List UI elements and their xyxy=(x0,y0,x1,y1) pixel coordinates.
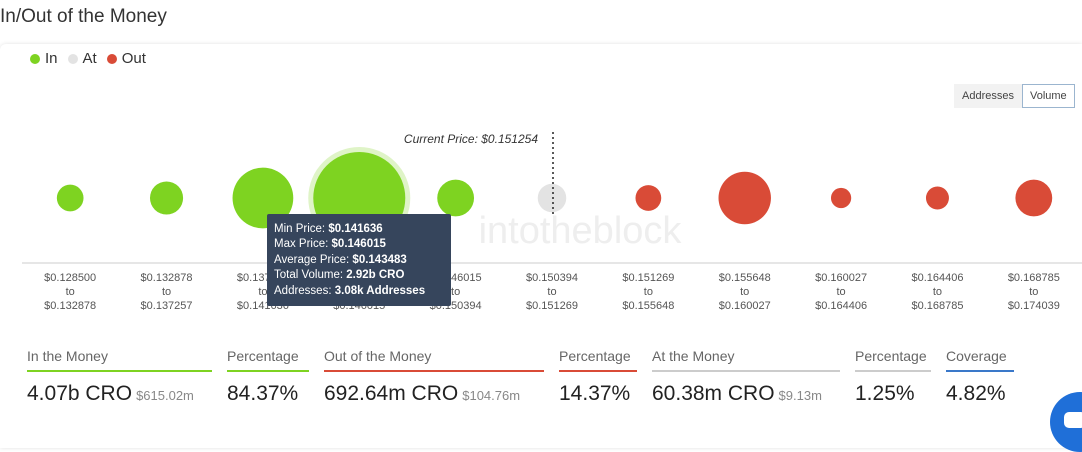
bubble-out[interactable] xyxy=(635,185,662,211)
volume-button[interactable]: Volume xyxy=(1021,84,1075,108)
tooltip-max-label: Max Price: xyxy=(274,238,329,251)
tick-label-to: to xyxy=(933,286,942,298)
tick-label-from: $0.164406 xyxy=(911,272,963,284)
stat-at-pct-label: Percentage xyxy=(855,348,931,372)
tooltip-min-label: Min Price: xyxy=(274,223,326,235)
bubble-chart: intotheblock Current Price: $0.151254 $0… xyxy=(22,132,1082,312)
stat-out-usd: $104.76m xyxy=(462,388,521,403)
tooltip-addr-label: Addresses: xyxy=(274,284,332,297)
stat-coverage: Coverage 4.82% xyxy=(946,348,1014,406)
stat-out-value: 692.64m CRO xyxy=(324,382,459,405)
tick-label-from: $0.151269 xyxy=(622,272,674,284)
tick-label-from: $0.128500 xyxy=(44,272,96,284)
tooltip-max-value: $0.146015 xyxy=(331,238,386,251)
legend: In At Out xyxy=(30,50,146,67)
tick-label-to-value: $0.164406 xyxy=(815,300,867,312)
stat-in-pct-label: Percentage xyxy=(227,348,309,372)
tick-label-to-value: $0.160027 xyxy=(719,300,771,312)
tick-label-to-value: $0.132878 xyxy=(44,300,96,312)
tick-label-from: $0.132878 xyxy=(141,272,193,284)
bubble-out[interactable] xyxy=(830,187,852,209)
tooltip: Min Price: $0.141636 Max Price: $0.14601… xyxy=(267,214,451,306)
bubble-in[interactable] xyxy=(149,181,184,215)
tick-label-from: $0.150394 xyxy=(526,272,578,284)
tick-label-to: to xyxy=(162,286,171,298)
stat-at-pct-value: 1.25% xyxy=(855,382,915,405)
bubble-in[interactable] xyxy=(232,167,294,229)
tick-label-from: $0.160027 xyxy=(815,272,867,284)
legend-out[interactable]: Out xyxy=(106,50,146,67)
bubble-out[interactable] xyxy=(718,171,771,225)
tick-label-to: to xyxy=(836,286,845,298)
chart-card xyxy=(0,44,1082,448)
tick-label-to-value: $0.137257 xyxy=(141,300,193,312)
stat-out-of-the-money: Out of the Money 692.64m CRO $104.76m xyxy=(324,348,544,406)
stat-out-percentage: Percentage 14.37% xyxy=(559,348,637,406)
tick-label-to: to xyxy=(451,286,460,298)
tick-label-to-value: $0.174039 xyxy=(1008,300,1060,312)
tick-label-to-value: $0.155648 xyxy=(622,300,674,312)
stat-at-usd: $9.13m xyxy=(778,388,822,403)
tooltip-min-value: $0.141636 xyxy=(328,223,383,235)
legend-out-swatch xyxy=(106,53,117,64)
watermark-text: intotheblock xyxy=(479,210,683,252)
addresses-button[interactable]: Addresses xyxy=(954,84,1022,108)
stat-in-pct-value: 84.37% xyxy=(227,382,299,405)
tick-label-from: $0.168785 xyxy=(1008,272,1060,284)
tick-label-to: to xyxy=(644,286,653,298)
stat-in-label: In the Money xyxy=(27,348,212,372)
tooltip-avg-value: $0.143483 xyxy=(352,253,407,266)
tick-label-from: $0.155648 xyxy=(719,272,771,284)
page-title: In/Out of the Money xyxy=(0,6,167,27)
bubble-out[interactable] xyxy=(925,186,949,210)
stat-at-the-money: At the Money 60.38m CRO $9.13m xyxy=(652,348,840,406)
current-price-label: Current Price: $0.151254 xyxy=(404,132,538,146)
tick-label-to: to xyxy=(740,286,749,298)
tick-label-to: to xyxy=(66,286,75,298)
stat-in-usd: $615.02m xyxy=(136,388,194,403)
tooltip-avg-label: Average Price: xyxy=(274,253,350,266)
bubble-in[interactable] xyxy=(437,179,475,217)
chat-icon xyxy=(1064,412,1082,428)
legend-in[interactable]: In xyxy=(30,50,58,67)
tick-label-to: to xyxy=(1029,286,1038,298)
stat-in-percentage: Percentage 84.37% xyxy=(227,348,309,406)
tick-label-to-value: $0.151269 xyxy=(526,300,578,312)
stat-in-the-money: In the Money 4.07b CRO $615.02m xyxy=(27,348,212,406)
stat-out-label: Out of the Money xyxy=(324,348,544,372)
view-toggle: Addresses Volume xyxy=(954,84,1075,108)
stat-out-pct-value: 14.37% xyxy=(559,382,631,405)
stat-coverage-value: 4.82% xyxy=(946,382,1006,405)
tooltip-addr-value: 3.08k Addresses xyxy=(334,284,426,297)
stat-at-value: 60.38m CRO xyxy=(652,382,775,405)
tooltip-vol-label: Total Volume: xyxy=(274,269,344,282)
stat-out-pct-label: Percentage xyxy=(559,348,637,372)
tick-label-to: to xyxy=(258,286,267,298)
stat-in-value: 4.07b CRO xyxy=(27,382,133,405)
tick-label-to: to xyxy=(547,286,556,298)
legend-in-swatch xyxy=(30,53,40,64)
stat-at-label: At the Money xyxy=(652,348,840,372)
bubble-in[interactable] xyxy=(56,184,84,212)
tooltip-vol-value: 2.92b CRO xyxy=(346,269,405,282)
legend-in-label: In xyxy=(45,50,58,67)
bubble-out[interactable] xyxy=(1015,179,1053,217)
legend-at-label: At xyxy=(82,50,97,67)
stat-at-percentage: Percentage 1.25% xyxy=(855,348,931,406)
legend-out-label: Out xyxy=(121,50,146,67)
bubble-at[interactable] xyxy=(537,183,567,213)
stat-coverage-label: Coverage xyxy=(946,348,1014,372)
tick-label-to-value: $0.168785 xyxy=(911,300,963,312)
legend-at-swatch xyxy=(67,53,78,64)
legend-at[interactable]: At xyxy=(67,50,97,67)
